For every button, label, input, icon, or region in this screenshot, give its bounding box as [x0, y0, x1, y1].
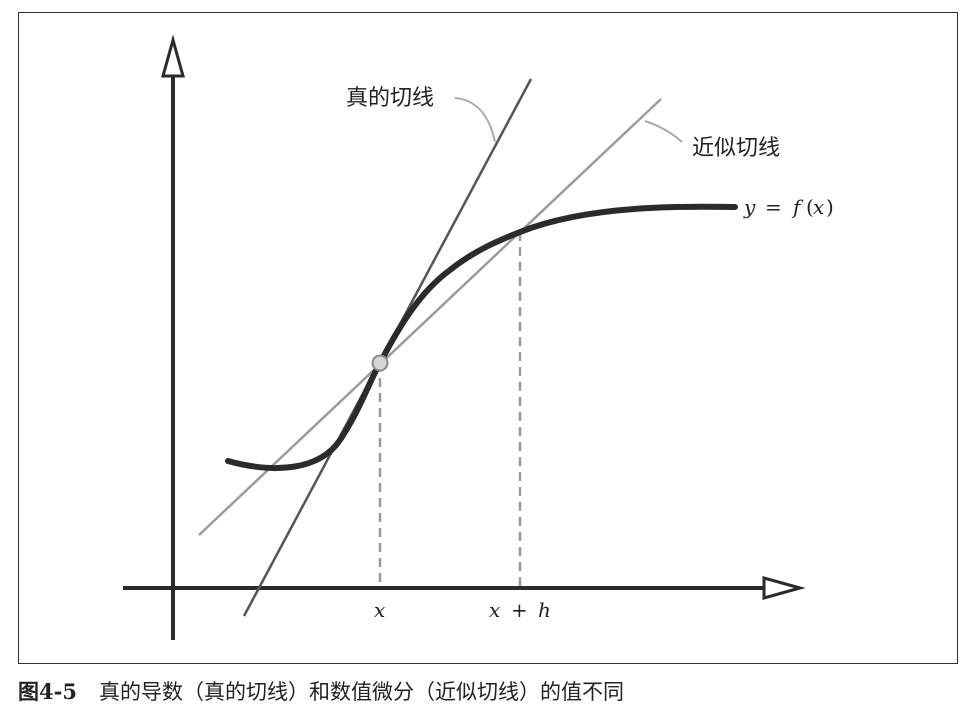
tangent-point-marker — [371, 354, 389, 372]
tick-xh-plus: + — [511, 598, 528, 622]
tick-xh-h: h — [538, 598, 551, 622]
approx-tangent-leader — [644, 120, 683, 143]
approx-tangent-line — [198, 98, 662, 536]
tick-xh-x: x — [489, 598, 500, 622]
x-axis-arrowhead — [762, 576, 806, 600]
curve-eq-paren-close: ) — [826, 195, 834, 219]
function-curve — [225, 203, 738, 471]
approx-tangent-label: 近似切线 — [692, 136, 780, 161]
y-axis-arrowhead — [161, 34, 185, 78]
curve-equation-label: y = f ( x ) — [743, 195, 834, 219]
figure-caption: 图4-5 真的导数（真的切线）和数值微分（近似切线）的值不同 — [18, 676, 624, 706]
tick-label-x: x — [374, 598, 385, 622]
true-tangent-label: 真的切线 — [346, 86, 434, 111]
curve-eq-x: x — [813, 195, 824, 219]
figure-number: 图4-5 — [18, 679, 77, 704]
tick-label-x-plus-h: x + h — [489, 598, 551, 622]
curve-eq-y: y — [743, 195, 756, 219]
figure-caption-text: 真的导数（真的切线）和数值微分（近似切线）的值不同 — [98, 680, 624, 704]
curve-eq-f: f — [791, 195, 804, 219]
curve-eq-equals: = — [765, 195, 782, 219]
true-tangent-leader — [454, 97, 496, 143]
curve-eq-paren-open: ( — [806, 195, 814, 219]
